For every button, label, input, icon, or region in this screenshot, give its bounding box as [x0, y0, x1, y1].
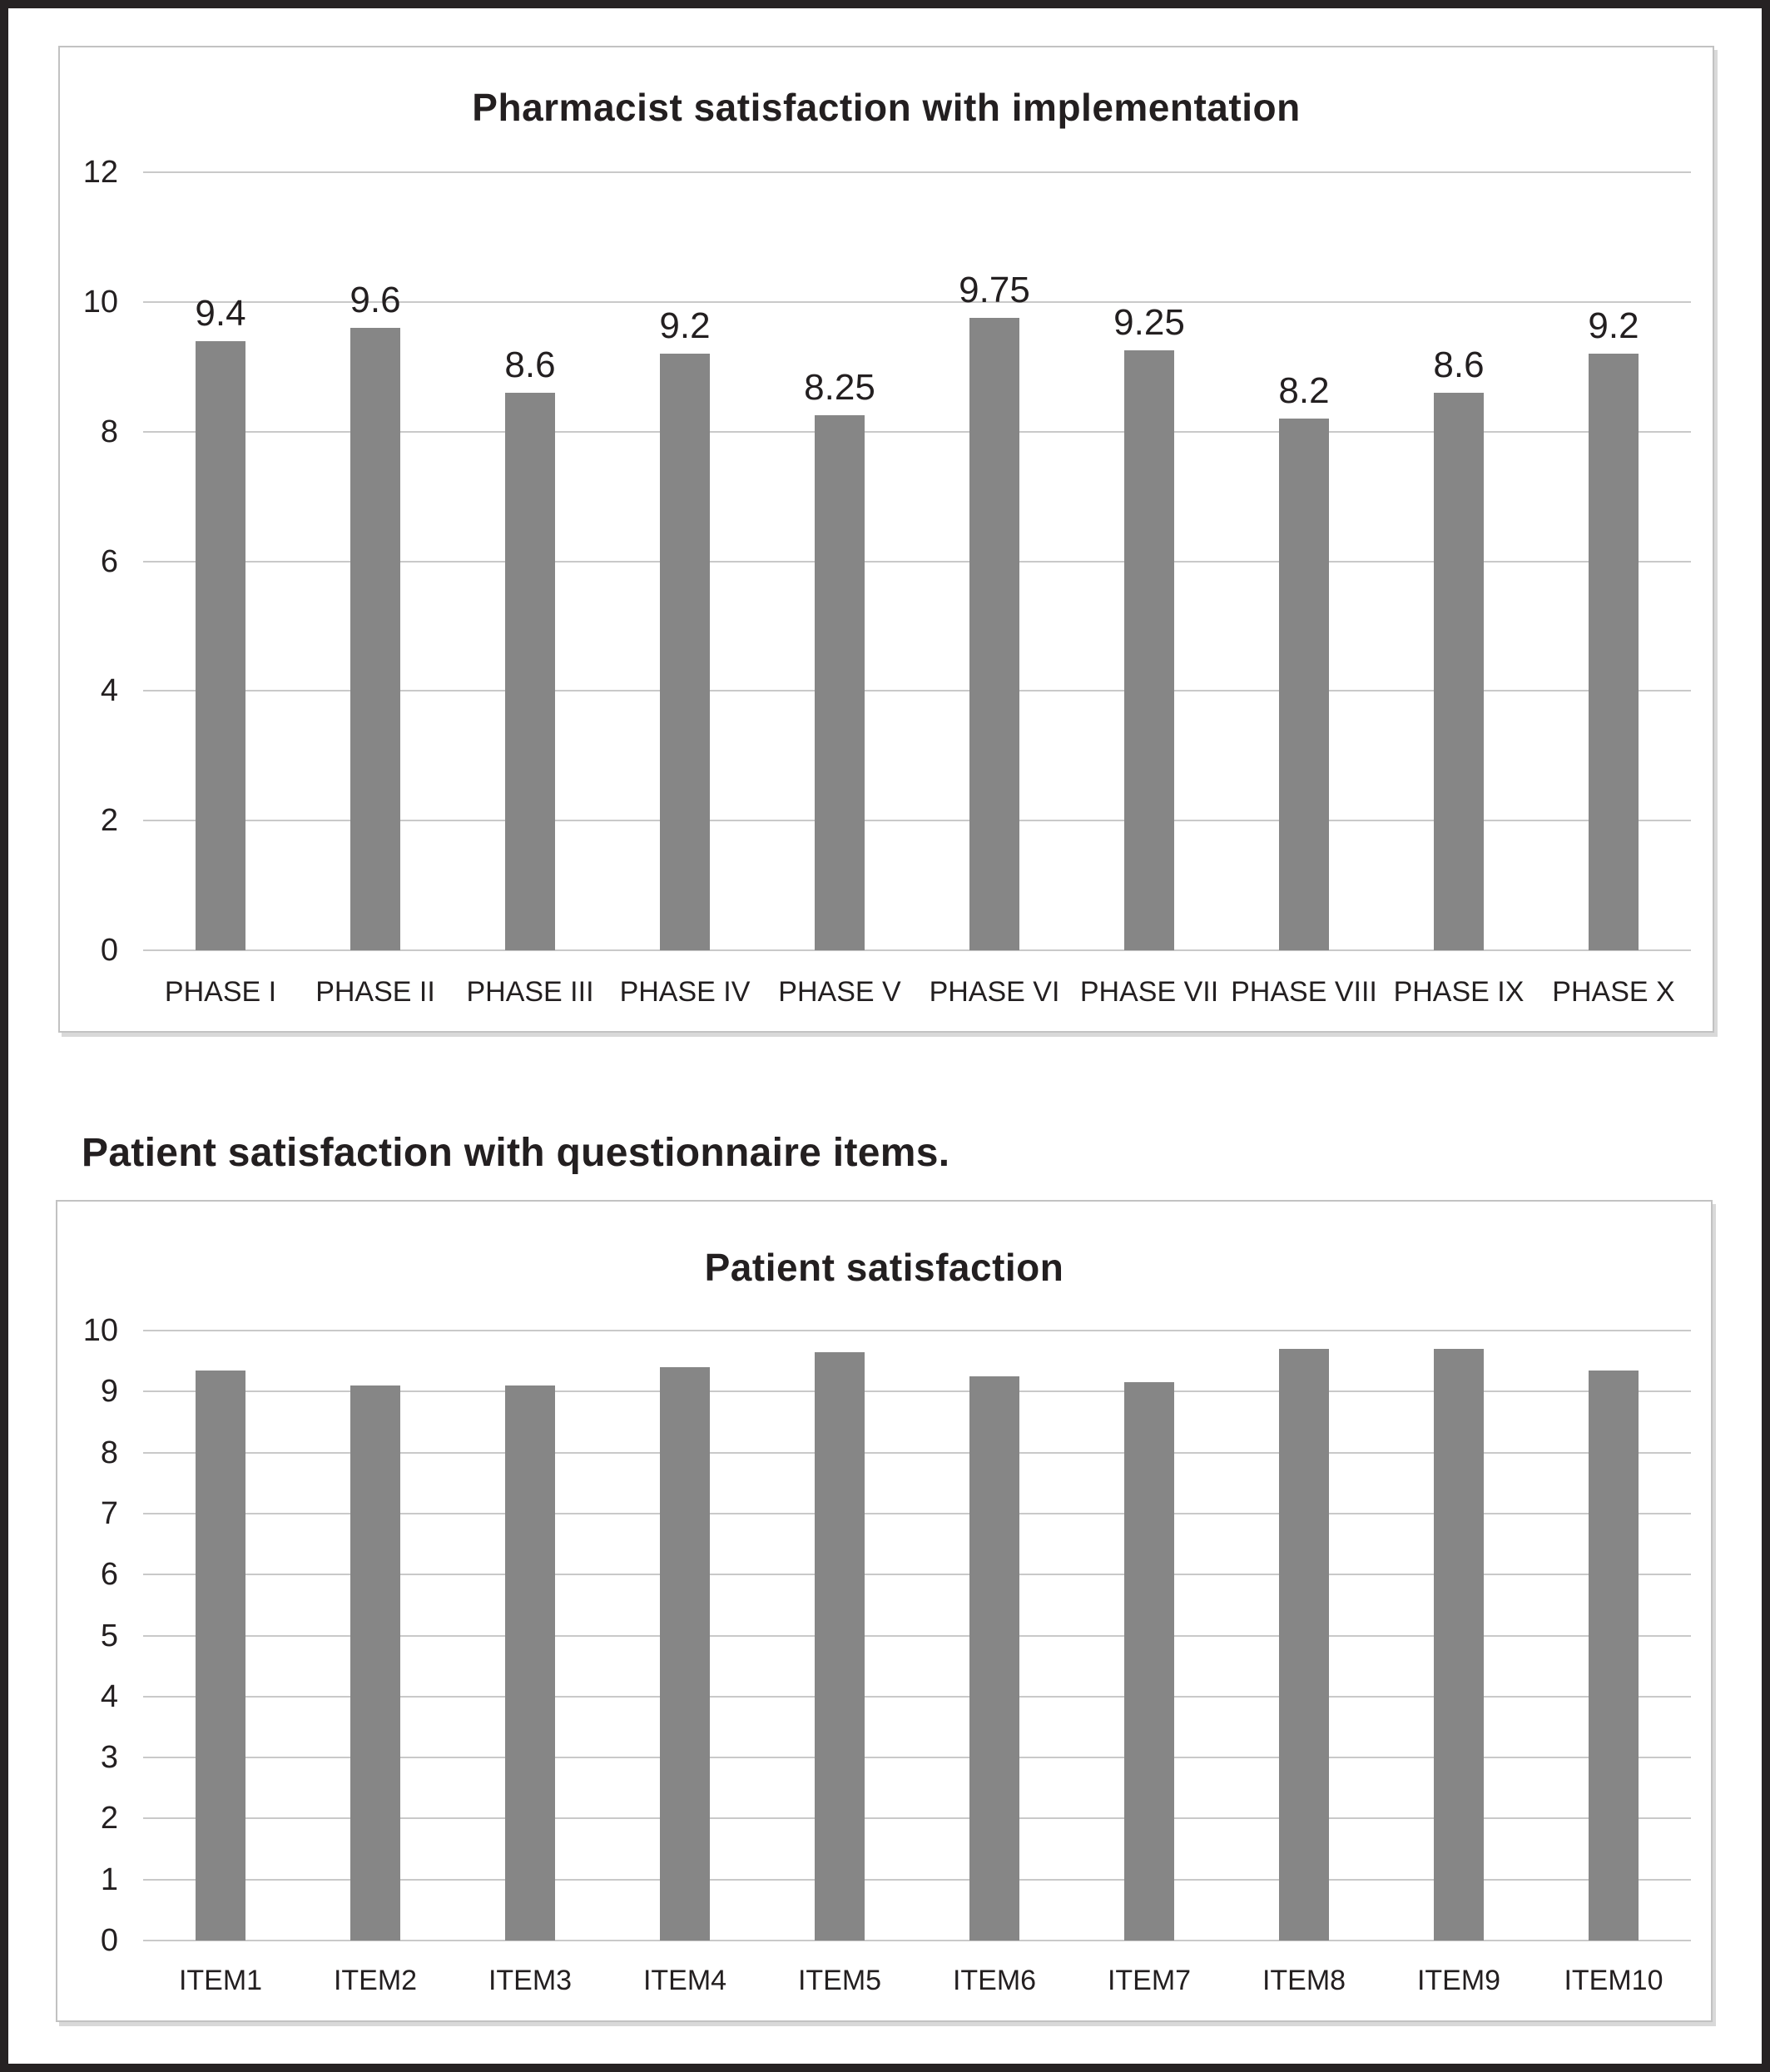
bar-value-label: 9.4 — [195, 292, 246, 334]
gridline — [143, 820, 1691, 822]
pharmacist-chart-panel: Pharmacist satisfaction with implementat… — [58, 46, 1714, 1033]
x-tick-label: ITEM6 — [952, 1965, 1037, 1996]
gridline — [143, 1757, 1691, 1759]
x-tick-label: PHASE II — [315, 976, 435, 1008]
gridline — [143, 1634, 1691, 1637]
bar — [350, 328, 400, 950]
gridline — [143, 1451, 1691, 1454]
y-tick-label: 6 — [100, 543, 118, 579]
bar-value-label: 8.6 — [1433, 344, 1485, 385]
y-tick-label: 2 — [100, 803, 118, 839]
y-tick-label: 3 — [100, 1740, 118, 1776]
gridline — [143, 171, 1691, 173]
y-tick-label: 2 — [100, 1801, 118, 1837]
y-tick-label: 9 — [100, 1374, 118, 1410]
x-tick-label: ITEM3 — [488, 1965, 573, 1996]
bar — [1589, 1370, 1639, 1941]
x-tick-label: ITEM2 — [333, 1965, 418, 1996]
x-tick-label: ITEM1 — [178, 1965, 263, 1996]
y-tick-label: 8 — [100, 414, 118, 449]
x-tick-label: PHASE IV — [619, 976, 751, 1008]
patient-chart-title: Patient satisfaction — [704, 1246, 1064, 1289]
bar-value-label: 9.2 — [659, 305, 711, 347]
bar — [196, 340, 245, 950]
y-tick-label: 6 — [100, 1557, 118, 1593]
gridline — [143, 1330, 1691, 1331]
gridline — [143, 1574, 1691, 1576]
gridline — [143, 1695, 1691, 1698]
bar-value-label: 9.25 — [1113, 302, 1185, 344]
bar — [1434, 1348, 1484, 1941]
bar — [1279, 419, 1329, 950]
gridline — [143, 1512, 1691, 1514]
bar — [969, 1376, 1019, 1941]
gridline — [143, 949, 1691, 951]
x-tick-label: PHASE V — [778, 976, 901, 1008]
x-tick-label: PHASE IX — [1393, 976, 1525, 1008]
x-tick-label: ITEM7 — [1107, 1965, 1192, 1996]
bar — [505, 392, 555, 950]
pharmacist-chart-title: Pharmacist satisfaction with implementat… — [472, 86, 1301, 129]
bar-value-label: 8.2 — [1278, 370, 1330, 412]
x-tick-label: ITEM10 — [1564, 1965, 1663, 1996]
y-tick-label: 10 — [82, 1313, 118, 1348]
x-tick-label: PHASE VII — [1079, 976, 1219, 1008]
y-tick-label: 12 — [82, 155, 118, 190]
bar — [350, 1385, 400, 1941]
x-tick-label: PHASE X — [1552, 976, 1675, 1008]
bar — [815, 415, 865, 950]
y-tick-label: 0 — [100, 1923, 118, 1958]
y-tick-label: 0 — [100, 933, 118, 968]
pharmacist-chart-plot: 0 2 4 6 8 10 12 9.4 PHASE I 9.6 PHASE II 8.6 PHASE I… — [83, 156, 1691, 1008]
patient-chart-panel: Patient satisfaction 0 1 2 3 4 5 6 7 8 9 10 ITEM1 IT… — [56, 1200, 1713, 2022]
gridline — [143, 1390, 1691, 1393]
bar — [1124, 1382, 1174, 1941]
y-tick-label: 4 — [100, 1678, 118, 1714]
gridline — [143, 300, 1691, 303]
bar — [1124, 350, 1174, 950]
bar — [1434, 392, 1484, 950]
bar-value-label: 9.75 — [959, 270, 1030, 311]
gridline — [143, 1940, 1691, 1941]
gridline — [143, 560, 1691, 563]
gridline — [143, 430, 1691, 433]
bar-value-label: 8.25 — [804, 367, 875, 409]
gridline — [143, 1817, 1691, 1820]
y-tick-label: 1 — [100, 1861, 118, 1897]
bar — [969, 318, 1019, 950]
bar — [1589, 354, 1639, 950]
y-tick-label: 10 — [82, 284, 118, 320]
bar — [660, 1366, 710, 1941]
x-tick-label: ITEM5 — [797, 1965, 882, 1996]
bar — [1279, 1348, 1329, 1941]
x-tick-label: ITEM9 — [1416, 1965, 1501, 1996]
bar — [815, 1351, 865, 1941]
x-tick-label: ITEM8 — [1262, 1965, 1346, 1996]
patient-chart-plot: 0 1 2 3 4 5 6 7 8 9 10 ITEM1 ITEM2 ITEM3 ITEM4 ITEM5 ITE… — [83, 1315, 1691, 1996]
bar-value-label: 9.2 — [1588, 305, 1639, 347]
x-tick-label: PHASE I — [164, 976, 277, 1008]
bar-value-label: 8.6 — [504, 344, 556, 385]
y-tick-label: 7 — [100, 1495, 118, 1531]
x-tick-label: PHASE VI — [929, 976, 1060, 1008]
y-tick-label: 8 — [100, 1435, 118, 1470]
gridline — [143, 690, 1691, 692]
bar-value-label: 9.6 — [350, 280, 401, 320]
gridline — [143, 1878, 1691, 1881]
figure-caption: Patient satisfaction with questionnaire … — [82, 1131, 950, 1175]
x-tick-label: PHASE III — [466, 976, 594, 1008]
x-tick-label: ITEM4 — [642, 1965, 727, 1996]
x-tick-label: PHASE VIII — [1231, 976, 1377, 1008]
bar — [196, 1370, 245, 1941]
bar — [660, 354, 710, 950]
y-tick-label: 5 — [100, 1618, 118, 1653]
y-tick-label: 4 — [100, 673, 118, 709]
bar — [505, 1385, 555, 1941]
